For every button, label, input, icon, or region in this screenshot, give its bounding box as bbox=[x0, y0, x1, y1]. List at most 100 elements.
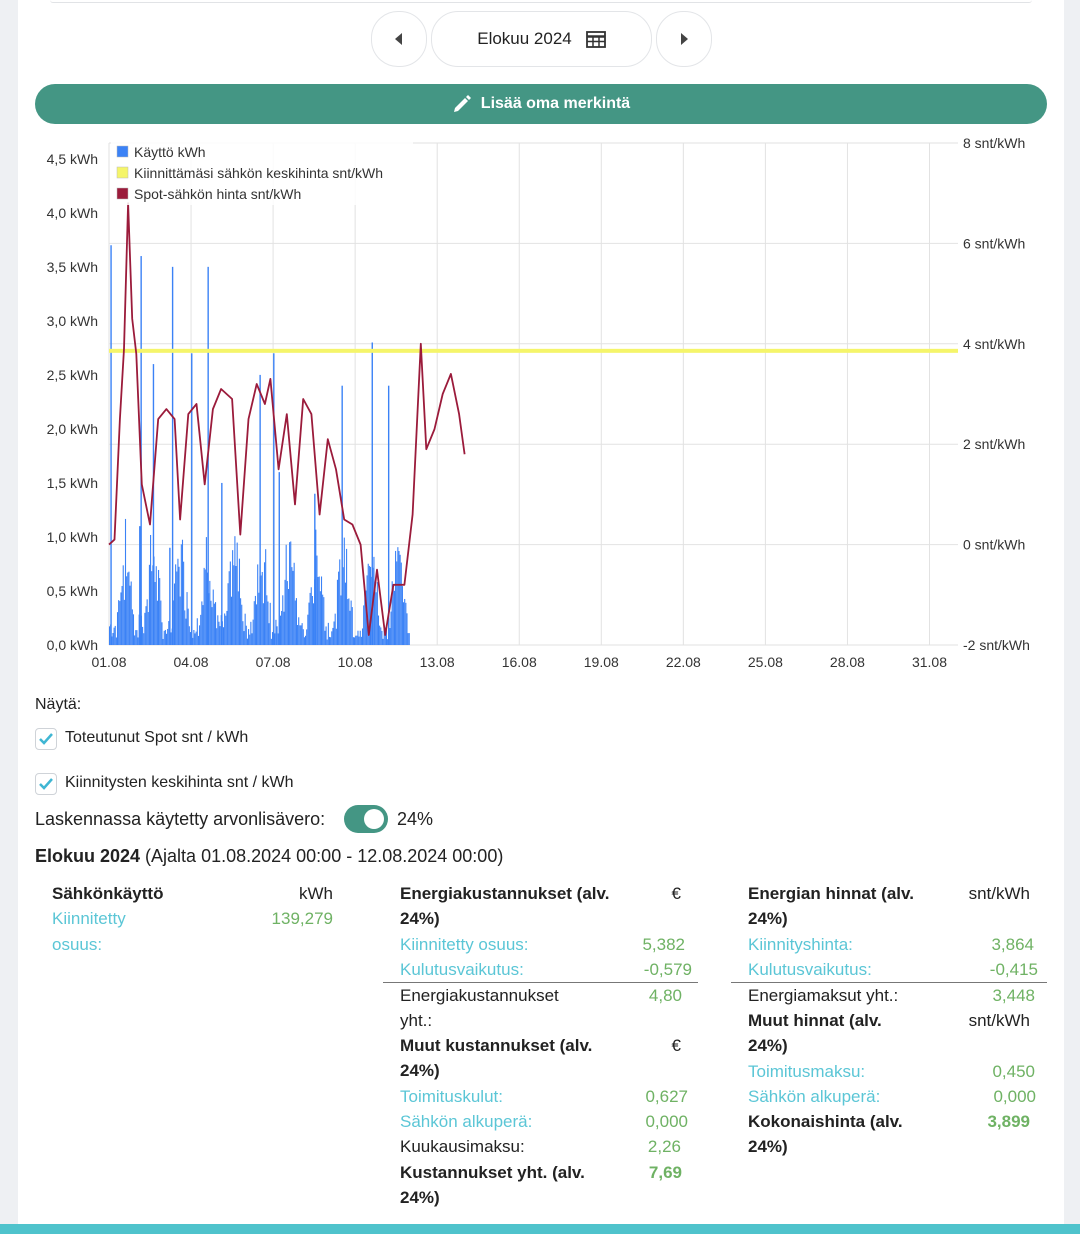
usage-bar bbox=[300, 625, 302, 645]
usage-bar bbox=[299, 625, 301, 645]
usage-bar bbox=[222, 627, 225, 645]
col2-consumption-value: -0,579 bbox=[643, 960, 692, 979]
usage-bar bbox=[405, 602, 407, 645]
usage-bar bbox=[317, 576, 319, 645]
usage-bar bbox=[227, 583, 229, 645]
col2-delivery-label[interactable]: Toimituskulut: bbox=[400, 1087, 503, 1106]
usage-bar bbox=[234, 536, 236, 645]
usage-bar bbox=[276, 626, 278, 645]
usage-bar bbox=[393, 590, 395, 645]
usage-bar bbox=[240, 598, 242, 645]
calendar-table-icon bbox=[585, 30, 606, 48]
usage-bar bbox=[387, 639, 389, 645]
usage-bar bbox=[253, 601, 255, 645]
col3-fixed-price-label[interactable]: Kiinnityshinta: bbox=[748, 935, 853, 954]
usage-bar bbox=[132, 614, 135, 645]
usage-bar bbox=[312, 603, 315, 645]
usage-bar bbox=[311, 596, 313, 645]
usage-bar bbox=[116, 612, 119, 645]
month-picker[interactable]: Elokuu 2024 bbox=[431, 11, 652, 67]
caret-left-icon bbox=[395, 33, 402, 45]
summary-heading: Elokuu 2024 (Ajalta 01.08.2024 00:00 - 1… bbox=[35, 846, 503, 867]
col1-fixed-label-b[interactable]: osuus: bbox=[52, 935, 103, 954]
col3-delivery-value: 0,450 bbox=[992, 1062, 1035, 1081]
usage-bar bbox=[204, 569, 206, 645]
legend-label: Käyttö kWh bbox=[134, 144, 206, 160]
usage-bar bbox=[252, 619, 254, 645]
spot-checkbox-label[interactable]: Toteutunut Spot snt / kWh bbox=[65, 729, 249, 746]
summary-range: (Ajalta 01.08.2024 00:00 - 12.08.2024 00… bbox=[140, 846, 504, 866]
usage-bar bbox=[114, 625, 116, 645]
next-month-button[interactable] bbox=[656, 11, 712, 67]
usage-bar bbox=[156, 600, 158, 645]
usage-bar bbox=[322, 594, 324, 645]
vat-label: Laskennassa käytetty arvonlisävero: bbox=[35, 809, 326, 829]
usage-bar bbox=[202, 605, 204, 645]
col3-origin-label[interactable]: Sähkön alkuperä: bbox=[748, 1087, 881, 1106]
col2-delivery-value: 0,627 bbox=[645, 1087, 688, 1106]
prev-month-button[interactable] bbox=[371, 11, 427, 67]
usage-bar bbox=[333, 621, 335, 645]
y-right-tick-label: 2 snt/kWh bbox=[963, 436, 1025, 452]
fixed-checkbox-label[interactable]: Kiinnitysten keskihinta snt / kWh bbox=[65, 774, 294, 791]
usage-bar bbox=[167, 628, 169, 645]
usage-bar bbox=[226, 610, 228, 645]
col2-fixed-label[interactable]: Kiinnitetty osuus: bbox=[400, 935, 529, 954]
y-left-tick-label: 3,5 kWh bbox=[47, 259, 98, 275]
caret-right-icon bbox=[681, 33, 688, 45]
usage-bar bbox=[201, 601, 203, 645]
col2-origin-label[interactable]: Sähkön alkuperä: bbox=[400, 1112, 533, 1131]
add-own-entry-button[interactable]: Lisää oma merkintä bbox=[35, 84, 1047, 124]
col2-total-label-a: Kustannukset yht. (alv. bbox=[400, 1163, 585, 1182]
check-icon bbox=[39, 778, 53, 790]
usage-bar bbox=[358, 636, 360, 645]
y-left-tick-label: 0,0 kWh bbox=[47, 637, 98, 653]
col1-fixed-label-a[interactable]: Kiinnitetty bbox=[52, 909, 126, 928]
usage-bar bbox=[361, 628, 364, 645]
col3-delivery-label[interactable]: Toimitusmaksu: bbox=[748, 1062, 866, 1081]
chart-legend: Käyttö kWh Kiinnittämäsi sähkön keskihint… bbox=[111, 141, 413, 205]
usage-bar bbox=[310, 587, 312, 645]
usage-bar bbox=[184, 610, 186, 645]
usage-bar bbox=[357, 630, 359, 645]
vat-toggle[interactable] bbox=[344, 805, 388, 833]
usage-bar bbox=[134, 635, 136, 645]
usage-bar bbox=[356, 635, 358, 645]
col2-consumption-label[interactable]: Kulutusvaikutus: bbox=[400, 960, 524, 979]
col3-fixed-price-value: 3,864 bbox=[991, 935, 1034, 954]
x-tick-label: 22.08 bbox=[666, 654, 701, 670]
usage-bar bbox=[171, 266, 174, 645]
usage-bar bbox=[314, 493, 316, 645]
x-tick-label: 01.08 bbox=[91, 654, 126, 670]
usage-bar bbox=[150, 534, 152, 645]
usage-bar bbox=[336, 579, 339, 645]
usage-bar bbox=[250, 621, 252, 645]
legend-label: Spot-sähkön hinta snt/kWh bbox=[134, 186, 301, 202]
usage-bar bbox=[347, 599, 349, 645]
usage-bar bbox=[352, 637, 354, 645]
col2-energy-total-value: 4,80 bbox=[648, 986, 682, 1005]
col3-other-title-b: 24%) bbox=[748, 1036, 788, 1055]
usage-bar bbox=[391, 581, 393, 645]
usage-bar bbox=[142, 626, 144, 645]
usage-bar bbox=[162, 638, 164, 645]
col2-unit: € bbox=[671, 884, 681, 903]
usage-bar bbox=[334, 613, 336, 645]
usage-bar bbox=[115, 637, 117, 645]
col3-consumption-label[interactable]: Kulutusvaikutus: bbox=[748, 960, 872, 979]
col1-title: Sähkönkäyttö bbox=[52, 884, 164, 903]
usage-bar bbox=[178, 566, 180, 645]
usage-bar bbox=[163, 630, 165, 645]
toggle-knob bbox=[364, 809, 384, 829]
spot-checkbox[interactable] bbox=[35, 728, 57, 750]
usage-bar bbox=[308, 602, 310, 645]
usage-bar bbox=[339, 559, 341, 645]
usage-bar bbox=[367, 563, 369, 645]
x-axis: 01.08 04.08 07.08 10.08 13.08 16.08 19.08 22.08… bbox=[91, 654, 947, 670]
usage-bar bbox=[309, 592, 311, 645]
col2-total-label-b: 24%) bbox=[400, 1188, 440, 1207]
usage-bar bbox=[275, 619, 277, 645]
usage-bar bbox=[265, 549, 267, 645]
fixed-checkbox[interactable] bbox=[35, 773, 57, 795]
usage-bar bbox=[127, 572, 129, 645]
